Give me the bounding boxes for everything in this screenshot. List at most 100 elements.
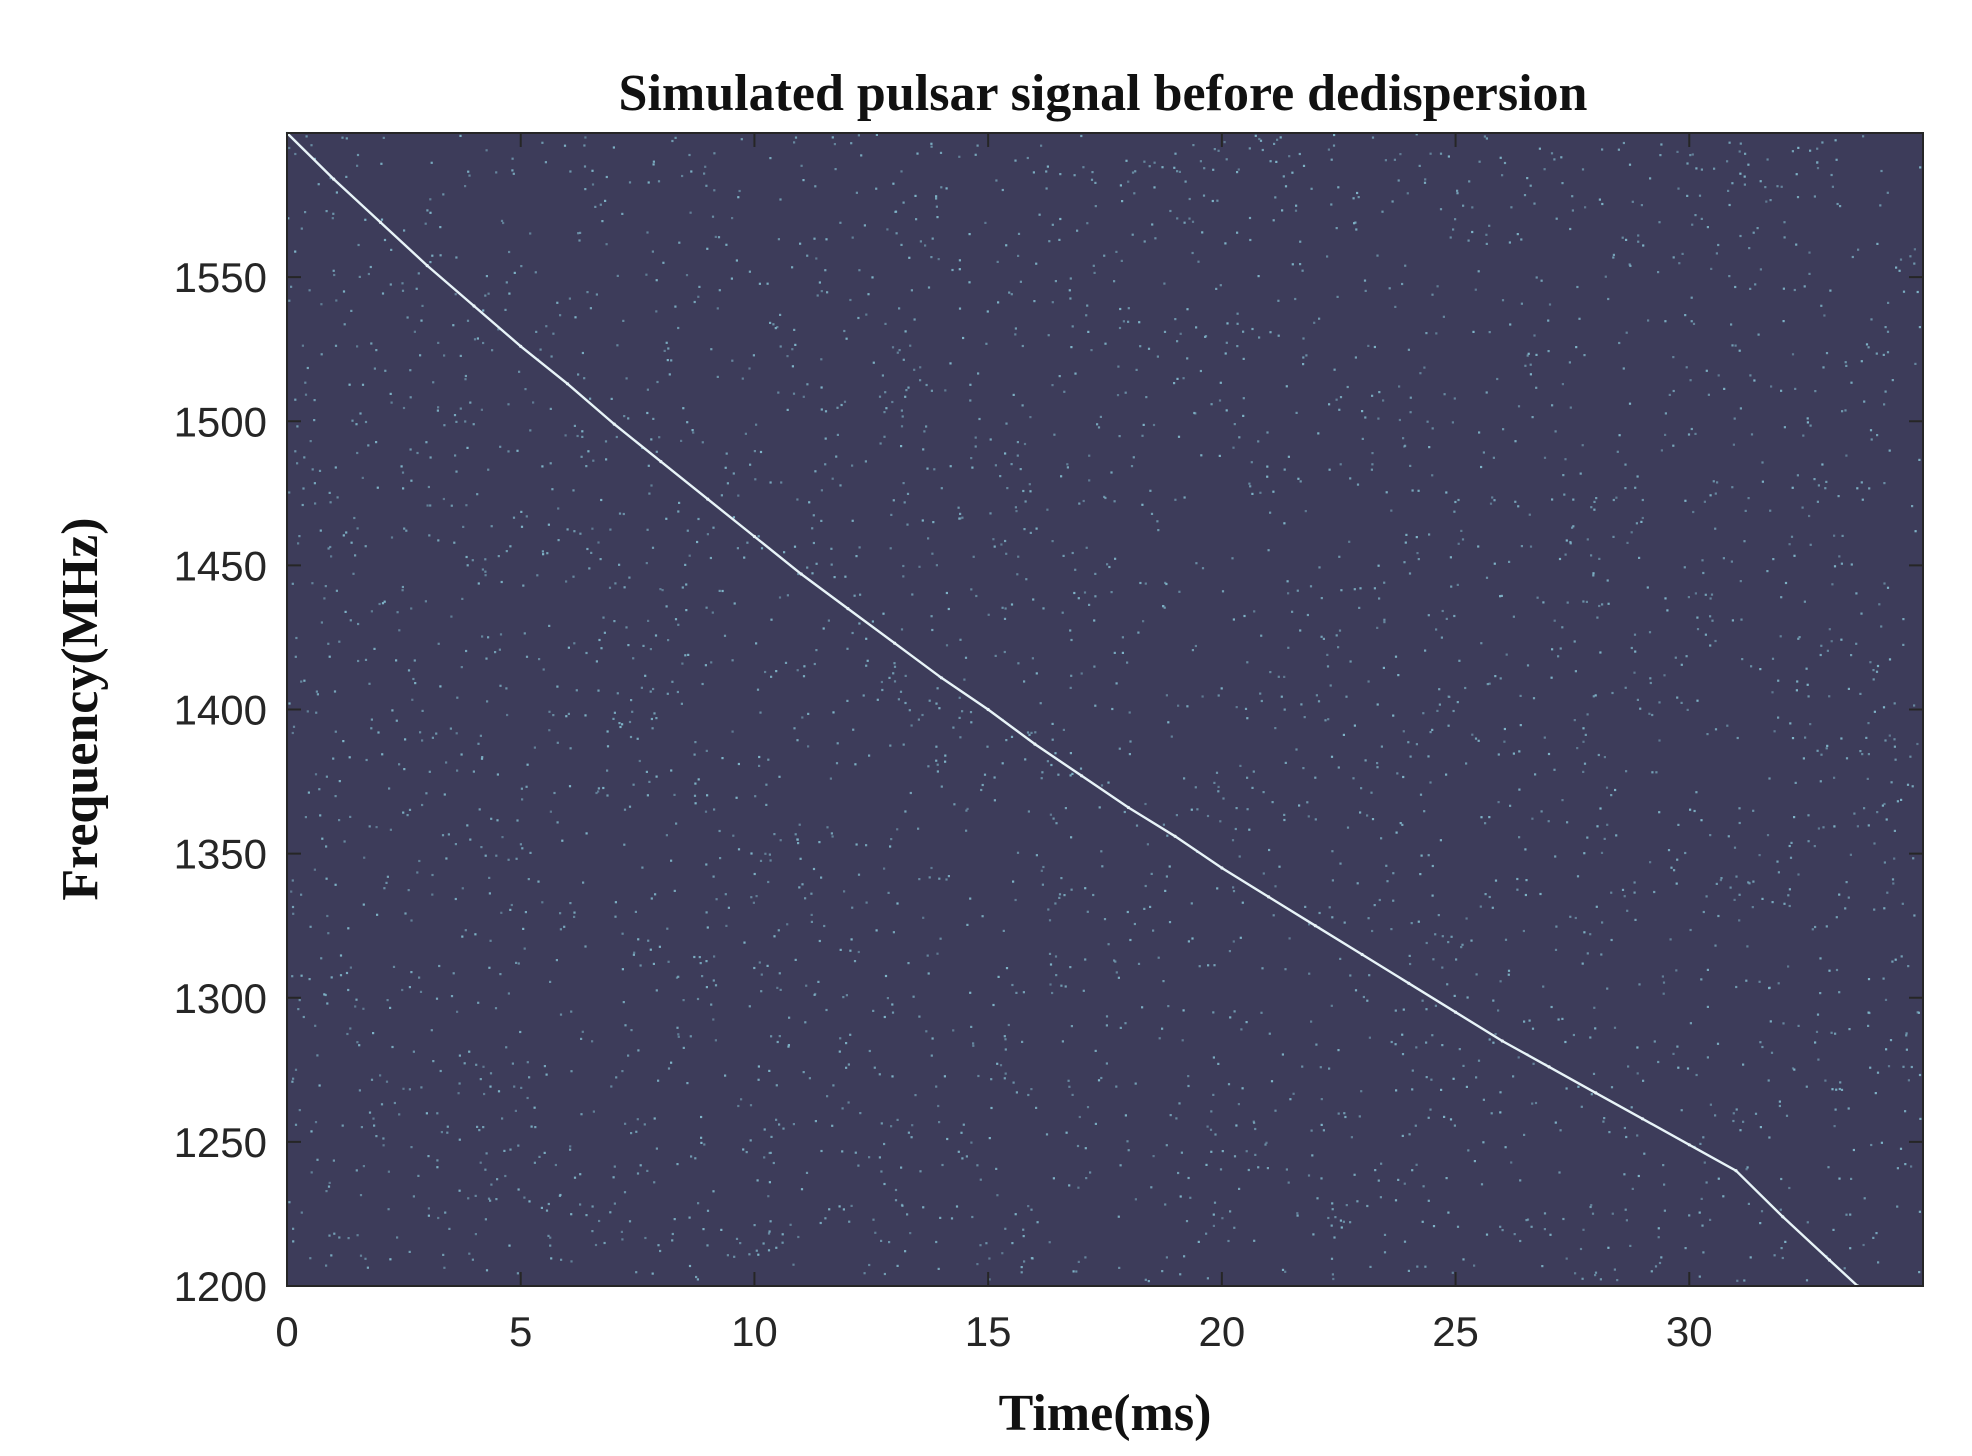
noise-dot [1624,487,1627,490]
noise-dot [606,769,609,772]
noise-dot [1345,695,1348,698]
noise-dot [649,648,652,651]
noise-dot [1840,562,1843,565]
noise-dot [1144,1278,1147,1281]
noise-dot [927,765,930,768]
noise-dot [1284,185,1288,188]
noise-dot [863,1272,866,1275]
noise-dot [650,484,653,487]
noise-dot [1436,285,1439,288]
noise-dot [528,1076,531,1079]
noise-dot [1491,496,1494,499]
noise-dot [838,1050,841,1053]
noise-dot [390,401,393,404]
noise-dot [479,1161,482,1164]
noise-dot [1315,1043,1318,1046]
noise-dot [427,1207,430,1210]
noise-dot [1694,214,1697,217]
noise-dot [1048,240,1051,243]
noise-dot [1782,320,1785,323]
noise-dot [1562,474,1565,477]
noise-dot [1029,490,1032,493]
noise-dot [792,1123,795,1126]
noise-dot [1088,603,1091,606]
noise-dot [1739,142,1742,145]
noise-dot [486,700,489,703]
noise-dot [1625,331,1628,334]
noise-dot [871,620,874,623]
noise-dot [1165,1144,1168,1147]
noise-dot [851,631,854,635]
noise-dot [1716,1042,1720,1045]
noise-dot [440,1131,443,1134]
noise-dot [933,468,936,471]
noise-dot [461,597,464,600]
noise-dot [401,988,404,992]
noise-dot [653,1181,656,1184]
noise-dot [885,407,888,410]
noise-dot [327,1185,331,1188]
noise-dot [1894,958,1897,961]
noise-dot [1443,393,1446,396]
noise-dot [1180,1151,1183,1154]
noise-dot [355,1169,358,1172]
noise-dot [1015,510,1018,513]
noise-dot [1614,788,1617,792]
noise-dot [1696,699,1699,702]
noise-dot [1301,1065,1304,1068]
noise-dot [705,911,708,914]
noise-dot [350,541,353,544]
noise-dot [1133,922,1136,926]
noise-dot [406,316,409,319]
noise-dot [436,1159,439,1162]
noise-dot [1085,314,1088,317]
noise-dot [1283,708,1286,711]
noise-dot [676,1163,679,1166]
noise-dot [1035,262,1038,265]
noise-dot [1337,1049,1340,1052]
noise-dot [1653,890,1656,894]
noise-dot [1847,1107,1850,1110]
noise-dot [627,417,630,420]
noise-dot [810,913,813,916]
noise-dot [687,653,690,656]
noise-dot [1816,161,1819,164]
noise-dot [665,517,668,520]
noise-dot [294,1068,298,1071]
noise-dot [485,657,488,660]
noise-dot [1677,823,1680,826]
noise-dot [1091,171,1094,174]
noise-dot [647,464,650,467]
noise-dot [1630,646,1633,650]
noise-dot [460,753,463,756]
noise-dot [883,1272,886,1276]
noise-dot [458,1054,461,1057]
noise-dot [658,945,661,948]
noise-dot [489,1072,493,1075]
signal-point [519,344,523,348]
noise-dot [1542,601,1545,604]
noise-dot [1664,597,1667,600]
noise-dot [1777,982,1780,985]
noise-dot [1783,236,1786,239]
noise-dot [700,1136,703,1139]
noise-dot [1589,1205,1592,1209]
noise-dot [627,1054,630,1057]
noise-dot [1398,418,1401,422]
noise-dot [1121,200,1124,203]
noise-dot [1554,855,1557,858]
noise-dot [550,1257,553,1260]
noise-dot [846,699,849,702]
noise-dot [1186,308,1189,311]
noise-dot [852,728,855,731]
noise-dot [1185,1220,1189,1223]
noise-dot [474,1233,477,1236]
noise-dot [1714,492,1717,495]
noise-dot [1589,1036,1592,1039]
noise-dot [1813,845,1816,848]
noise-dot [1452,709,1455,713]
noise-dot [291,731,294,735]
noise-dot [1754,1112,1758,1115]
noise-dot [786,408,789,411]
noise-dot [726,1254,729,1257]
